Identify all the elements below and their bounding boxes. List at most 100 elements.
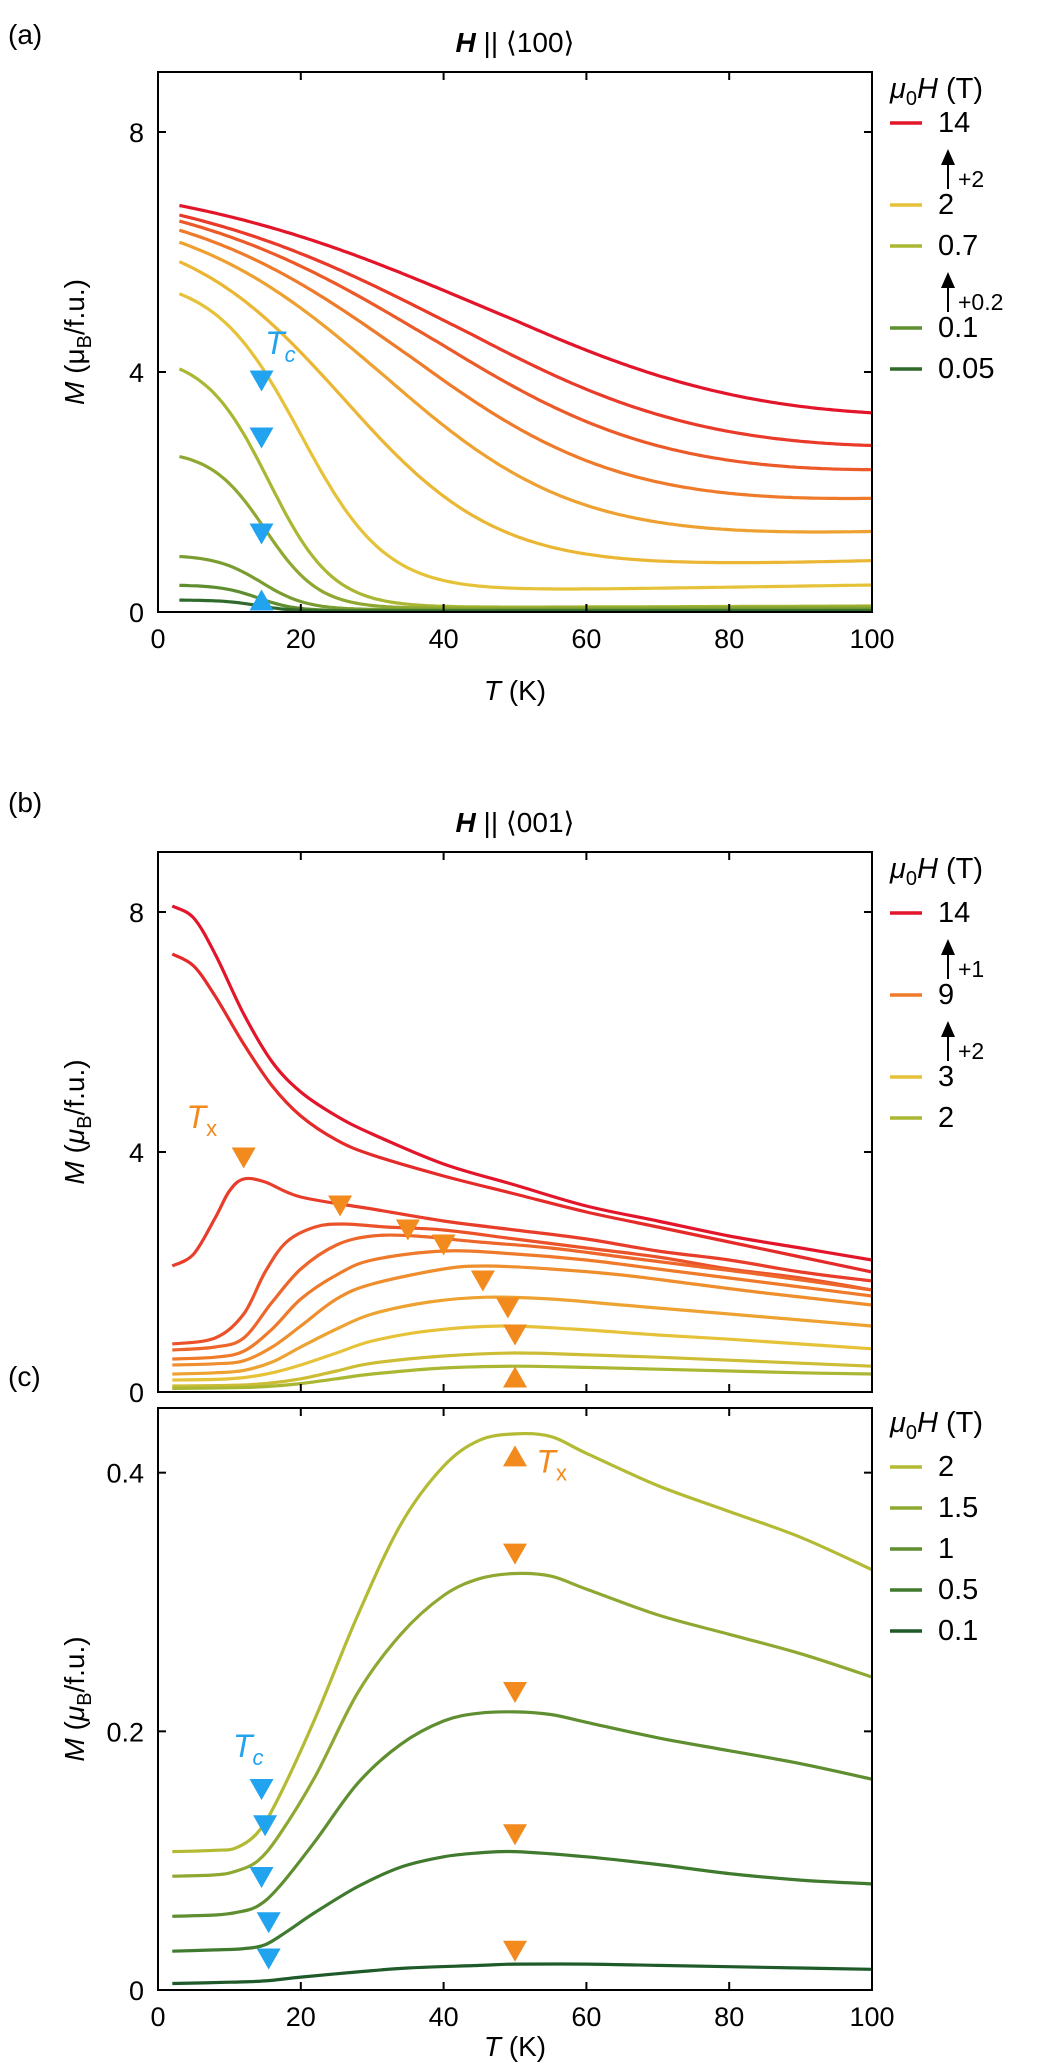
- transition-marker: [256, 1948, 281, 1970]
- panel-b: (b) H || ⟨001⟩ 0 4 8 M (μB/f.u.) Tx μ0H (T) 14 +1…: [8, 787, 984, 1408]
- y-tick-label: 4: [129, 1138, 144, 1168]
- series-line-4: [178, 260, 872, 565]
- title-direction: || ⟨100⟩: [476, 27, 575, 58]
- legend-unit: (T): [938, 73, 983, 105]
- series-line-5: [172, 1295, 872, 1376]
- y-axis-label: M (μB/f.u.): [59, 1059, 96, 1184]
- transition-marker: [249, 523, 274, 545]
- annotation-subscript: c: [253, 1745, 264, 1770]
- legend-title: μ0H (T): [889, 853, 983, 890]
- legend-label: 14: [938, 897, 970, 929]
- y-label-unit: /f.u.): [59, 1059, 90, 1115]
- annotation-symbol: T: [187, 1099, 209, 1135]
- legend-label: 1: [938, 1533, 954, 1565]
- y-tick-label: 8: [129, 118, 144, 148]
- transition-marker: [249, 589, 274, 611]
- x-tick-label: 40: [429, 624, 459, 654]
- y-tick-label: 8: [129, 898, 144, 928]
- series-line-10: [178, 219, 872, 472]
- legend-step-label: +2: [958, 1038, 984, 1064]
- transition-marker: [503, 1682, 527, 1704]
- panel-title: H || ⟨100⟩: [456, 27, 575, 58]
- axes-frame: [157, 1407, 873, 1991]
- transition-marker: [231, 1147, 256, 1169]
- x-axis-label: T (K): [484, 675, 546, 706]
- transition-marker: [503, 1445, 527, 1467]
- legend-step-arrowhead: [941, 149, 955, 165]
- transition-marker: [328, 1195, 353, 1217]
- y-label-unit: /f.u.): [59, 1636, 90, 1692]
- transition-marker: [503, 1543, 527, 1565]
- y-label-unit: /f.u.): [59, 279, 90, 335]
- legend-title: μ0H (T): [889, 1407, 983, 1444]
- y-label-sub: B: [74, 335, 96, 348]
- legend-label: 9: [938, 979, 954, 1011]
- series-line-3: [172, 1324, 872, 1382]
- y-label-symbol: M: [59, 1161, 90, 1185]
- legend-label: 2: [938, 1451, 954, 1483]
- plot-area: [172, 1431, 872, 1986]
- panel-label: (b): [8, 787, 42, 818]
- legend-sub: 0: [906, 88, 917, 110]
- series-line-2: [178, 292, 872, 591]
- annotation-subscript: x: [556, 1461, 567, 1486]
- legend-unit: (T): [938, 853, 983, 885]
- annotation-symbol: T: [233, 1728, 255, 1764]
- y-label-mu: μ: [59, 1706, 90, 1722]
- series-line-1: [172, 1710, 872, 1918]
- x-tick-label: 0: [150, 2002, 165, 2032]
- series-line-2: [172, 1364, 872, 1390]
- legend-title: μ0H (T): [889, 73, 983, 110]
- series-line-12: [179, 213, 872, 448]
- axes-frame: [157, 71, 873, 613]
- series-line-13: [171, 952, 872, 1274]
- transition-marker: [249, 1866, 274, 1888]
- x-tick-label: 20: [286, 2002, 316, 2032]
- y-label-sub: B: [74, 1115, 96, 1128]
- series-line-0p1: [172, 1962, 872, 1986]
- x-tick-label: 100: [849, 624, 894, 654]
- y-tick-label: 4: [129, 358, 144, 388]
- transition-marker: [470, 1270, 495, 1292]
- y-label-mu: μ: [59, 348, 90, 364]
- annotation-symbol: T: [265, 325, 287, 361]
- annotation-x: Tx: [187, 1099, 218, 1141]
- legend-unit: (T): [938, 1407, 983, 1439]
- legend-label: 2: [938, 189, 954, 221]
- legend-H: H: [917, 1407, 938, 1439]
- y-label-paren: (: [59, 364, 90, 382]
- legend-label: 0.5: [938, 1574, 978, 1606]
- legend-H: H: [917, 73, 938, 105]
- legend-sub: 0: [906, 868, 917, 890]
- series-line-11: [172, 1222, 872, 1346]
- plot-area: [171, 904, 872, 1390]
- transition-marker: [249, 1779, 274, 1801]
- plot-area: [178, 203, 872, 612]
- series-line-8: [178, 228, 872, 501]
- transition-marker: [503, 1324, 527, 1346]
- series-line-6: [178, 240, 872, 534]
- legend-mu: μ: [889, 1407, 906, 1439]
- series-line-14: [171, 904, 872, 1262]
- legend-label: 0.1: [938, 1615, 978, 1647]
- series-line-0p5: [172, 1849, 872, 1953]
- annotation-subscript: x: [206, 1116, 217, 1141]
- x-axis-label: T (K): [484, 2031, 546, 2062]
- y-axis-label: M (μB/f.u.): [59, 1636, 96, 1761]
- series-line-1p5: [172, 1571, 872, 1878]
- panel-label: (a): [8, 19, 42, 50]
- legend-label: 3: [938, 1061, 954, 1093]
- legend-sub: 0: [906, 1422, 917, 1444]
- legend-label: 2: [938, 1102, 954, 1134]
- legend-step-arrowhead: [941, 272, 955, 288]
- legend-label: 0.05: [938, 353, 994, 385]
- y-label-sub: B: [74, 1692, 96, 1705]
- x-tick-label: 20: [286, 624, 316, 654]
- legend-step-label: +1: [958, 956, 984, 982]
- series-line-12: [171, 1176, 872, 1283]
- panel-title: H || ⟨001⟩: [456, 807, 575, 838]
- x-tick-label: 60: [571, 624, 601, 654]
- y-label-paren: (: [59, 1143, 90, 1161]
- legend-step-label: +2: [958, 166, 984, 192]
